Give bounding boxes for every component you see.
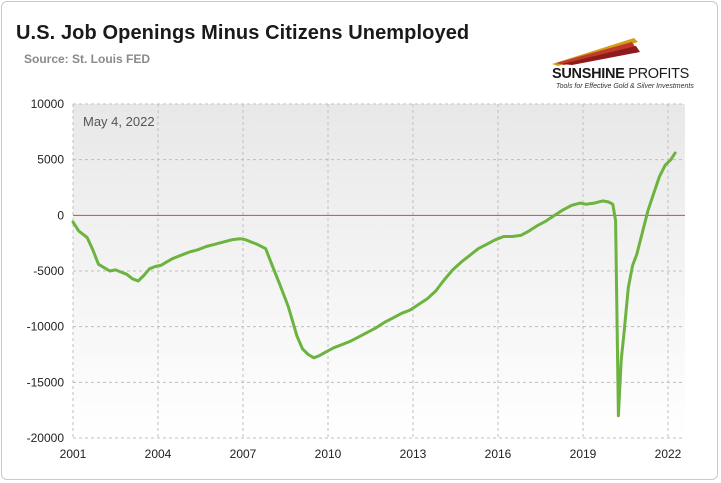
logo-swoosh-dark — [562, 46, 640, 65]
logo-name: SUNSHINE PROFITS — [552, 66, 689, 82]
x-tick-label: 2010 — [315, 447, 342, 461]
y-tick-label: -15000 — [27, 375, 65, 389]
x-tick-label: 2022 — [655, 447, 682, 461]
y-tick-label: 10000 — [31, 97, 65, 111]
x-tick-label: 2001 — [60, 447, 87, 461]
logo-name-light: PROFITS — [624, 66, 689, 82]
x-tick-label: 2016 — [485, 447, 512, 461]
x-tick-label: 2013 — [400, 447, 427, 461]
y-tick-label: -5000 — [33, 264, 64, 278]
y-tick-label: 5000 — [37, 153, 64, 167]
y-axis-ticks: 10000 5000 0 -5000 -10000 -15000 -20000 — [27, 97, 65, 445]
logo-name-bold: SUNSHINE — [552, 66, 625, 82]
y-tick-label: -20000 — [27, 431, 65, 445]
x-tick-label: 2019 — [570, 447, 597, 461]
logo-swoosh-icon — [552, 38, 640, 66]
date-annotation: May 4, 2022 — [83, 114, 155, 129]
series-line — [71, 151, 677, 418]
y-tick-label: 0 — [57, 208, 64, 222]
logo-tagline: Tools for Effective Gold & Silver Invest… — [556, 83, 694, 90]
logo-swoosh-red — [556, 42, 636, 65]
chart-source: Source: St. Louis FED — [24, 52, 151, 66]
x-axis-ticks: 2001 2004 2007 2010 2013 2016 2019 2022 — [60, 447, 682, 461]
x-tick-label: 2007 — [230, 447, 257, 461]
x-tick-label: 2004 — [145, 447, 172, 461]
chart-title: U.S. Job Openings Minus Citizens Unemplo… — [16, 22, 470, 44]
y-tick-label: -10000 — [27, 320, 65, 334]
grid-lines — [72, 103, 685, 439]
